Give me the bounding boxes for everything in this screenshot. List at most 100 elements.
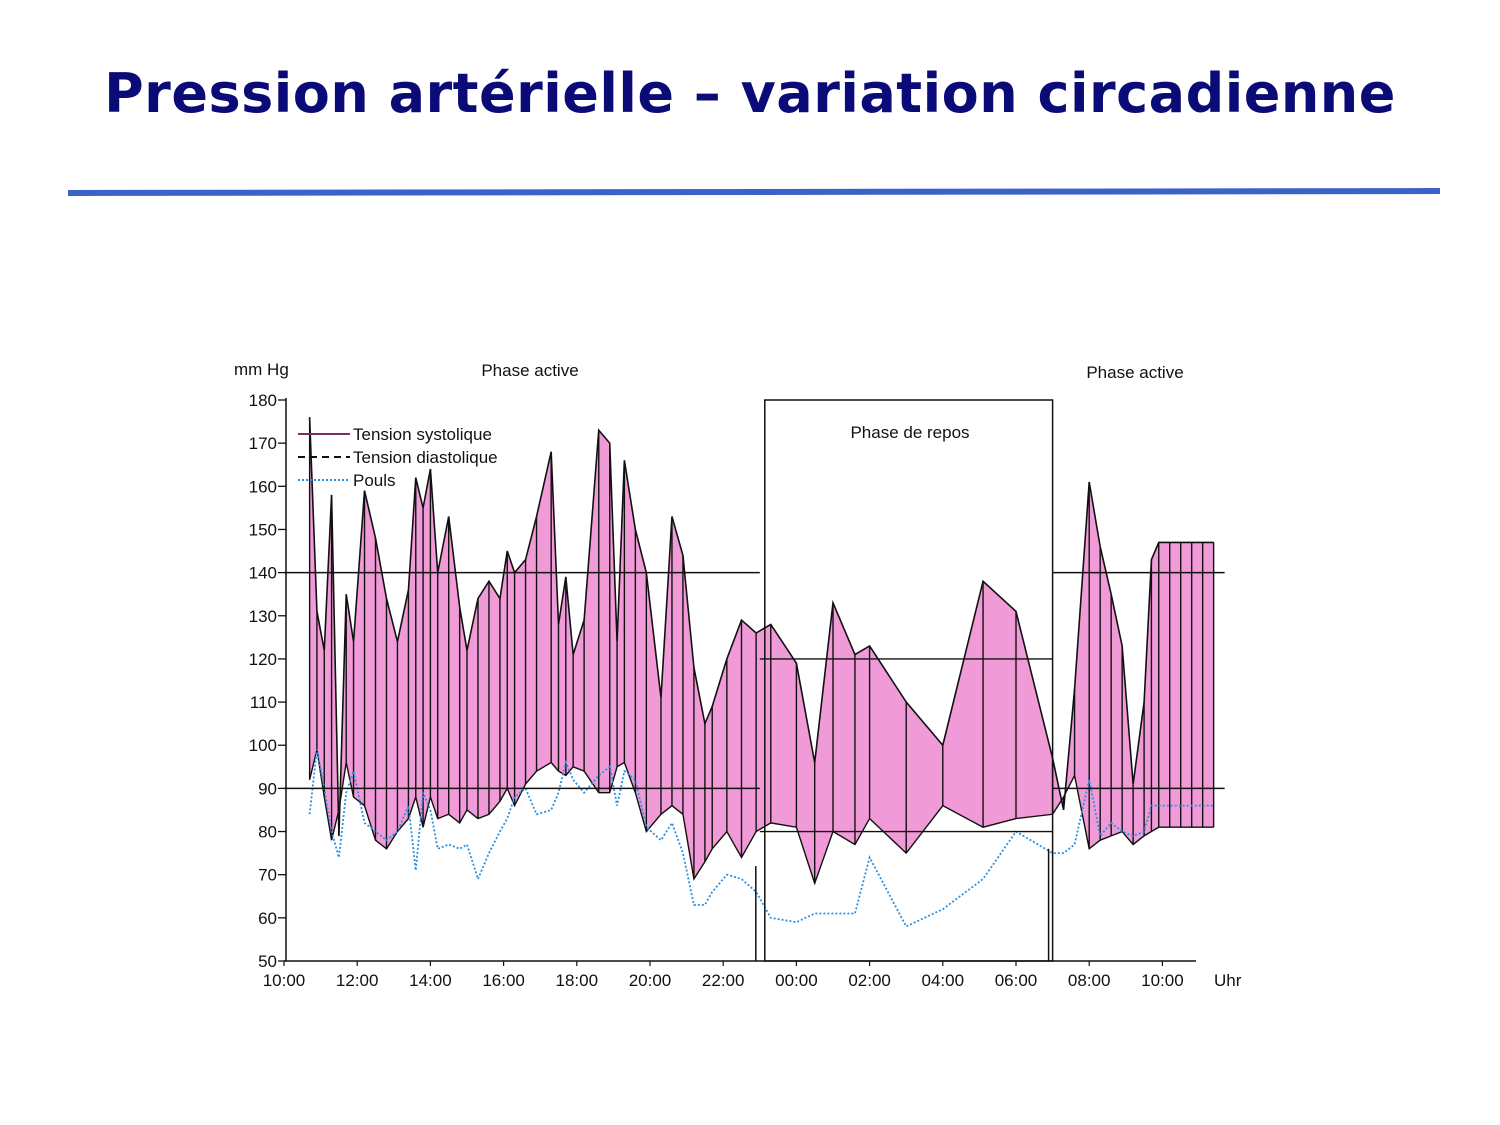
pressure-band-segment bbox=[983, 581, 1016, 828]
y-tick-label: 110 bbox=[250, 693, 277, 712]
pressure-band-segment bbox=[423, 469, 431, 828]
x-axis-title: Uhr bbox=[1214, 971, 1242, 990]
x-tick-label: 10:00 bbox=[1141, 971, 1184, 990]
chart-labels: mm Hg Uhr Phase active Phase de repos Phase … bbox=[234, 360, 1242, 990]
pressure-band-group bbox=[309, 417, 1214, 884]
pressure-band-segment bbox=[584, 430, 599, 793]
pressure-band-segment bbox=[671, 516, 683, 815]
pressure-band-segment bbox=[609, 443, 618, 793]
pressure-band-segment bbox=[869, 645, 907, 854]
pressure-band-segment bbox=[507, 551, 515, 806]
pressure-band-segment bbox=[682, 555, 694, 880]
x-tick-label: 18:00 bbox=[556, 971, 599, 990]
pressure-band-segment bbox=[437, 516, 449, 819]
y-tick-label: 150 bbox=[249, 520, 277, 539]
pressure-band-segment bbox=[488, 581, 500, 815]
pressure-band-segment bbox=[551, 451, 559, 772]
pressure-band-segment bbox=[558, 576, 566, 776]
pressure-band-segment bbox=[726, 620, 742, 858]
y-tick-label: 160 bbox=[249, 477, 277, 496]
pressure-band-segment bbox=[756, 624, 771, 832]
y-tick-label: 180 bbox=[249, 391, 277, 410]
pressure-band-segment bbox=[1016, 611, 1053, 819]
x-tick-label: 00:00 bbox=[775, 971, 818, 990]
x-tick-label: 04:00 bbox=[922, 971, 965, 990]
pressure-band-segment bbox=[712, 658, 727, 849]
y-tick-label: 80 bbox=[258, 823, 277, 842]
y-tick-label: 50 bbox=[258, 952, 277, 971]
y-axis-title: mm Hg bbox=[234, 360, 289, 379]
pressure-band-segment bbox=[1074, 481, 1090, 849]
pressure-band-segment bbox=[796, 663, 815, 884]
pressure-band-segment bbox=[770, 624, 797, 828]
pressure-band-segment bbox=[1191, 542, 1203, 828]
pressure-band-segment bbox=[660, 516, 672, 815]
pressure-band-segment bbox=[1144, 559, 1152, 836]
legend-label: Pouls bbox=[353, 471, 396, 490]
pressure-band-segment bbox=[1180, 542, 1192, 828]
measurement-drop-lines bbox=[308, 417, 1215, 884]
pressure-band-segment bbox=[386, 598, 398, 849]
x-tick-label: 10:00 bbox=[263, 971, 306, 990]
pressure-band-segment bbox=[448, 516, 460, 823]
pressure-band-segment bbox=[346, 594, 354, 798]
pressure-band-segment bbox=[309, 417, 317, 780]
pressure-band-segment bbox=[324, 494, 332, 841]
y-tick-label: 140 bbox=[249, 564, 277, 583]
pressure-band-segment bbox=[1202, 542, 1214, 828]
pressure-band-segment bbox=[942, 581, 984, 828]
pressure-band-segment bbox=[397, 589, 409, 832]
pressure-band-segment bbox=[1122, 645, 1134, 845]
pressure-band-segment bbox=[514, 559, 526, 806]
chart-legend: Tension systolique Tension diastolique Pou… bbox=[298, 425, 498, 490]
pressure-band-segment bbox=[1111, 594, 1123, 836]
pressure-band-segment bbox=[459, 607, 467, 823]
pressure-band-segment bbox=[477, 581, 489, 819]
phase-label: Phase de repos bbox=[850, 423, 969, 442]
pressure-band-segment bbox=[573, 620, 585, 772]
pressure-band-segment bbox=[1089, 481, 1101, 849]
legend-label: Tension diastolique bbox=[353, 448, 498, 467]
x-tick-label: 12:00 bbox=[336, 971, 379, 990]
y-tick-label: 170 bbox=[249, 434, 277, 453]
phase-label: Phase active bbox=[1086, 363, 1183, 382]
x-tick-label: 20:00 bbox=[629, 971, 672, 990]
slide-title: Pression artérielle – variation circadie… bbox=[104, 62, 1396, 125]
phase-label: Phase active bbox=[481, 361, 578, 380]
x-tick-label: 06:00 bbox=[995, 971, 1038, 990]
pressure-band-segment bbox=[499, 551, 508, 802]
diastolic-line bbox=[308, 749, 1214, 886]
pressure-band-segment bbox=[814, 602, 833, 884]
pressure-band-segment bbox=[617, 460, 625, 767]
y-tick-label: 60 bbox=[258, 909, 277, 928]
y-tick-label: 70 bbox=[258, 866, 277, 885]
systolic-line bbox=[308, 417, 1214, 836]
pressure-band-segment bbox=[624, 460, 636, 793]
pressure-band-segment bbox=[415, 477, 424, 828]
pressure-band-segment bbox=[1169, 542, 1181, 828]
x-tick-label: 16:00 bbox=[482, 971, 525, 990]
x-tick-label: 22:00 bbox=[702, 971, 745, 990]
pressure-band-segment bbox=[693, 667, 705, 880]
pressure-band-segment bbox=[854, 645, 870, 845]
reference-lines bbox=[284, 571, 1225, 833]
x-tick-label: 08:00 bbox=[1068, 971, 1111, 990]
pressure-band-segment bbox=[353, 490, 365, 806]
pressure-band-segment bbox=[833, 602, 855, 845]
pressure-band-segment bbox=[364, 490, 376, 841]
pressure-band-segment bbox=[906, 702, 943, 854]
pressure-band-segment bbox=[536, 451, 552, 772]
y-tick-label: 90 bbox=[258, 779, 277, 798]
series-lines bbox=[308, 417, 1214, 928]
y-tick-label: 130 bbox=[249, 607, 277, 626]
pressure-band-segment bbox=[1158, 542, 1170, 828]
pressure-band-segment bbox=[565, 576, 574, 776]
pressure-band-segment bbox=[467, 598, 478, 819]
x-tick-label: 14:00 bbox=[409, 971, 452, 990]
axes: 180170160150140130120110100908070605010:… bbox=[249, 391, 1196, 990]
pressure-band-segment bbox=[741, 620, 757, 858]
y-tick-label: 120 bbox=[249, 650, 277, 669]
pressure-band-segment bbox=[1100, 546, 1112, 841]
legend-label: Tension systolique bbox=[353, 425, 492, 444]
